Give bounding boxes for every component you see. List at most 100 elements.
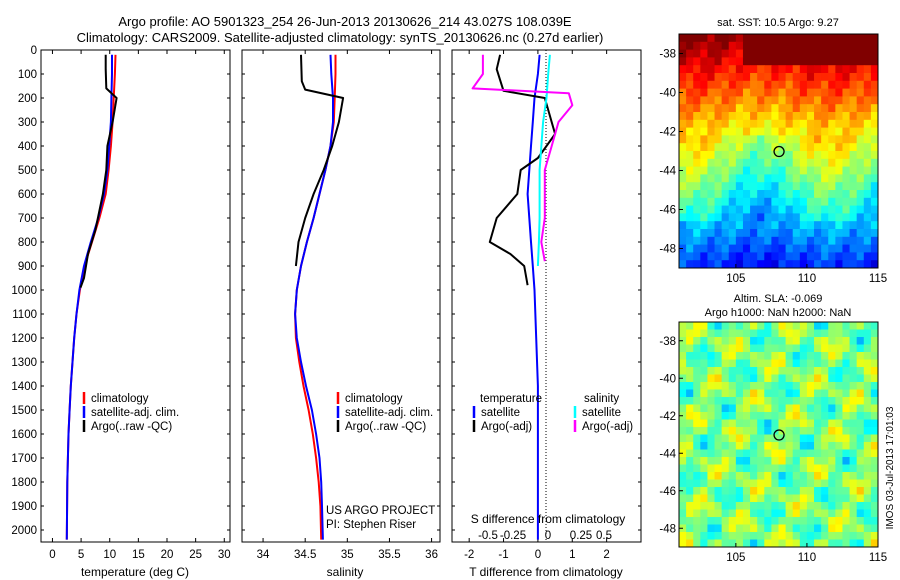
heatmap-cell [785, 41, 794, 51]
heatmap-cell [728, 479, 737, 488]
heatmap-cell [842, 229, 851, 238]
heatmap-cell [870, 539, 879, 548]
heatmap-cell [828, 337, 836, 345]
heatmap-cell [785, 524, 794, 533]
heatmap-cell [806, 472, 815, 480]
heatmap-cell [707, 494, 716, 503]
heatmap-cell [870, 127, 879, 136]
heatmap-cell [863, 494, 872, 503]
heatmap-cell [700, 236, 708, 246]
heatmap-cell [757, 73, 765, 82]
heatmap-cell [728, 359, 737, 368]
heatmap-cell [806, 151, 815, 160]
heatmap-cell [835, 427, 843, 435]
depth-tick-labels: 0100200300400500600700800900100011001200… [11, 45, 230, 537]
heatmap-cell [700, 502, 708, 510]
heatmap-cell [771, 166, 779, 175]
heatmap-cell [714, 158, 723, 168]
heatmap-cell [849, 88, 858, 97]
heatmap-cell [778, 517, 787, 525]
heatmap-cell [714, 49, 723, 58]
heatmap-cell [856, 352, 865, 360]
heatmap-cell [849, 127, 858, 136]
heatmap-cell [757, 322, 765, 330]
heatmap-cell [792, 104, 801, 113]
heatmap-cell [686, 236, 694, 246]
heatmap-cell [735, 34, 744, 43]
heatmap-cell [735, 367, 744, 375]
heatmap-cell [799, 352, 808, 360]
heatmap-cell [785, 404, 794, 413]
heatmap-cell [764, 509, 772, 518]
heatmap-cell [870, 427, 879, 435]
heatmap-cell [799, 205, 808, 214]
heatmap-cell [679, 236, 687, 246]
heatmap-cell [750, 49, 758, 58]
heatmap-cell [806, 88, 815, 97]
heatmap-cell [842, 532, 851, 540]
heatmap-cell [728, 41, 737, 51]
heatmap-cell [778, 374, 787, 383]
heatmap-cell [757, 57, 765, 66]
heatmap-cell [806, 374, 815, 383]
heatmap-cell [778, 502, 787, 510]
heatmap-cell [700, 73, 708, 82]
heatmap-cell [707, 182, 716, 191]
heatmap-cell [742, 532, 751, 540]
heatmap-cell [750, 80, 758, 90]
heatmap-cell [835, 104, 843, 113]
legend-t-argo-label: Argo(-adj) [481, 421, 532, 433]
heatmap-cell [742, 88, 751, 97]
heatmap-cell [714, 412, 723, 420]
heatmap-cell [721, 190, 730, 199]
heatmap-cell [870, 412, 879, 420]
heatmap-cell [728, 88, 737, 97]
heatmap-cell [707, 151, 716, 160]
heatmap-cell [828, 57, 836, 66]
header-line2: Climatology: CARS2009. Satellite-adjuste… [77, 30, 604, 45]
heatmap-cell [728, 244, 737, 253]
heatmap-cell [771, 517, 779, 525]
heatmap-cell [707, 539, 716, 548]
heatmap-cell [735, 397, 744, 405]
heatmap-cell [700, 322, 708, 330]
heatmap-cell [693, 73, 701, 82]
heatmap-cell [814, 322, 822, 330]
heatmap-cell [842, 73, 851, 82]
heatmap-cell [721, 472, 730, 480]
heatmap-cell [707, 166, 716, 175]
heatmap-cell [686, 502, 694, 510]
heatmap-cell [707, 112, 716, 121]
heatmap-cell [700, 221, 708, 230]
heatmap-cell [870, 352, 879, 360]
heatmap-cell [849, 252, 858, 261]
heatmap-cell [742, 104, 751, 113]
heatmap-cell [728, 524, 737, 533]
heatmap-cell [792, 221, 801, 230]
heatmap-cell [679, 539, 687, 548]
heatmap-cell [821, 532, 829, 540]
heatmap-cell [686, 494, 694, 503]
sla-map-ticks: 105 110 115-38-40-42-44-46-48 [659, 336, 887, 564]
heatmap-cell [828, 174, 836, 183]
heatmap-cell [700, 487, 708, 495]
heatmap-cell [863, 337, 872, 345]
heatmap-cell [821, 509, 829, 518]
series-line-climatology [65, 54, 117, 540]
heatmap-cell [821, 389, 829, 398]
heatmap-cell [700, 524, 708, 533]
heatmap-cell [849, 397, 858, 405]
x-tick-label: 35.5 [378, 549, 400, 561]
heatmap-cell [686, 244, 694, 253]
heatmap-cell [849, 57, 858, 66]
heatmap-cell [750, 389, 758, 398]
heatmap-cell [821, 205, 829, 214]
heatmap-cell [721, 213, 730, 222]
difference-xlabel: T difference from climatology [469, 565, 623, 579]
heatmap-cell [742, 73, 751, 82]
heatmap-cell [778, 190, 787, 199]
heatmap-cell [828, 329, 836, 338]
argo-location-marker [773, 429, 785, 441]
heatmap-cell [750, 539, 758, 548]
heatmap-cell [842, 412, 851, 420]
